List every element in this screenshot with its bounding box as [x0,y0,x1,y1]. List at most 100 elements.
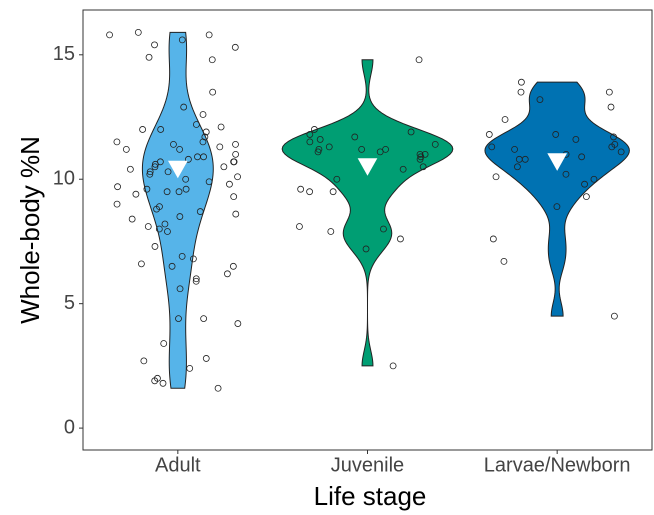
data-point [190,255,197,263]
data-point [175,188,183,196]
data-point [382,145,389,153]
y-tick-label: 10 [53,168,75,190]
data-point [192,121,200,128]
data-point [176,213,184,220]
data-point [159,379,167,387]
data-point [517,88,525,96]
data-point [138,260,145,268]
data-point [134,28,142,36]
data-point [126,165,134,173]
data-point [306,138,314,146]
data-point [178,252,186,260]
data-point [431,140,439,148]
data-point [199,138,207,146]
data-point [146,168,154,176]
data-point [358,145,366,153]
data-point [501,116,509,123]
y-tick-label: 15 [53,43,75,65]
data-point [220,163,228,171]
data-point [182,185,190,193]
data-point [316,136,324,143]
violin [484,81,630,317]
data-point [232,140,239,148]
data-point [306,131,314,138]
x-tick-label: Adult [155,454,201,476]
data-point [536,96,544,103]
data-point [511,145,518,153]
data-point [380,225,387,233]
x-tick-label: Juvenile [331,454,404,476]
data-point [157,126,165,133]
data-point [163,188,171,196]
data-point [217,123,225,131]
data-point [192,275,200,283]
data-point [416,155,424,163]
y-tick-label: 0 [64,416,75,438]
data-point [122,145,130,153]
data-point [419,163,427,171]
data-point [132,190,140,198]
data-point [205,31,213,39]
data-point [230,193,238,201]
data-point [144,223,152,230]
data-point [415,56,423,64]
data-point [160,340,168,347]
data-point [214,384,222,392]
data-point [590,175,598,183]
data-point [153,205,160,213]
data-point [389,362,397,370]
y-axis-title: Whole-body %N [15,136,45,324]
y-tick-label: 5 [64,292,75,314]
data-point [500,257,508,265]
data-point [199,111,207,118]
mean-marker [167,160,188,179]
data-point [151,243,159,250]
data-point [155,225,163,233]
data-point [161,220,169,228]
data-point [209,88,217,96]
data-point [489,235,497,243]
data-point [208,56,216,64]
data-point [175,315,182,322]
data-point [351,133,359,141]
x-tick-label: Larvae/Newborn [484,454,631,476]
data-point [192,277,200,285]
data-point [186,364,194,372]
data-point [296,223,303,230]
violin [281,59,454,367]
data-point [200,315,208,322]
data-point [139,126,147,133]
data-point [234,173,241,181]
data-point [376,148,384,156]
data-point [397,235,404,243]
data-point [605,88,613,96]
data-point [176,285,184,293]
data-point [151,160,159,168]
data-point [581,180,588,188]
data-point [553,203,561,211]
data-point [232,150,240,158]
data-point [114,183,121,191]
data-point [314,148,322,156]
data-point [146,170,154,178]
data-point [176,145,184,153]
data-point [617,148,625,156]
data-point [608,143,616,151]
data-point [230,158,237,166]
data-point [562,170,570,178]
data-point [151,163,159,171]
data-point [310,126,318,133]
data-point [578,153,586,161]
data-point [106,31,113,39]
data-point [297,185,305,193]
data-point [164,228,171,235]
data-point [583,193,590,201]
data-point [113,200,121,208]
data-point [182,175,190,183]
data-point [151,377,159,385]
x-axis-title: Life stage [314,481,427,511]
data-point [140,357,148,365]
data-point [151,41,158,49]
data-point [514,163,521,171]
